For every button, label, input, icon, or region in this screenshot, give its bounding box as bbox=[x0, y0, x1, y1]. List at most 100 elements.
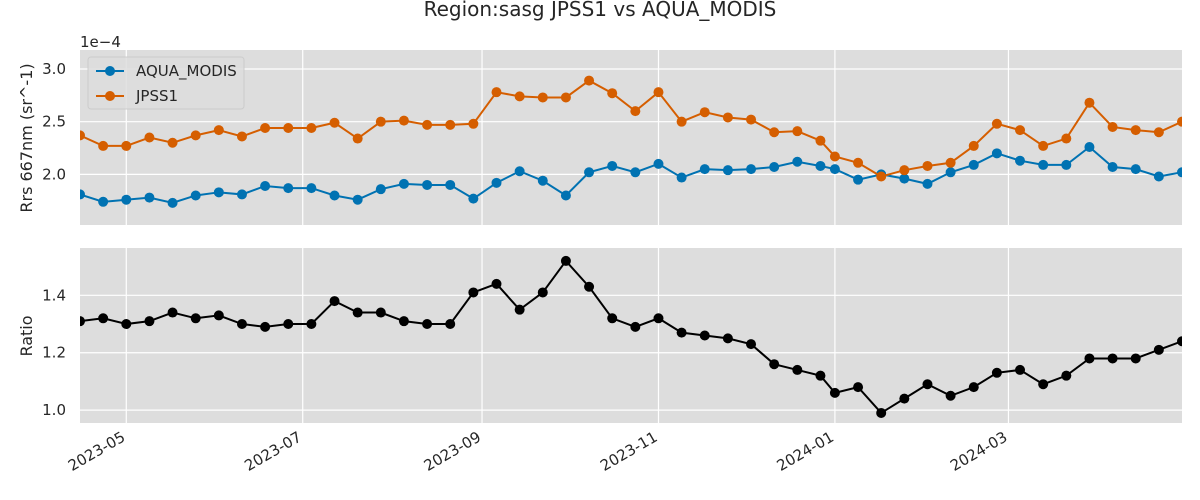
bottom-y-tick-label: 1.4 bbox=[42, 286, 66, 304]
data-point bbox=[722, 165, 733, 176]
data-point bbox=[1107, 353, 1118, 364]
data-point bbox=[121, 140, 132, 151]
data-point bbox=[1038, 159, 1049, 170]
data-point bbox=[283, 183, 294, 194]
data-point bbox=[792, 364, 803, 375]
data-point bbox=[560, 92, 571, 103]
top-y-tick-label: 3.0 bbox=[42, 60, 66, 78]
data-point bbox=[514, 91, 525, 102]
data-point bbox=[584, 281, 595, 292]
data-point bbox=[945, 167, 956, 178]
data-point bbox=[283, 319, 294, 330]
data-point bbox=[190, 190, 201, 201]
data-point bbox=[144, 132, 155, 143]
data-point bbox=[829, 387, 840, 398]
data-point bbox=[352, 307, 363, 318]
bottom-grid bbox=[80, 248, 1182, 423]
data-point bbox=[560, 190, 571, 201]
legend: AQUA_MODIS JPSS1 bbox=[87, 56, 245, 110]
x-tick-label: 2024-01 bbox=[774, 428, 837, 475]
data-point bbox=[260, 123, 271, 134]
x-ticks: 2023-05 2023-07 2023-09 2023-11 2024-01 2024-… bbox=[65, 428, 1010, 475]
data-point bbox=[876, 407, 887, 418]
data-point bbox=[1038, 140, 1049, 151]
top-panel: 2.0 2.5 3.0 1e−4 Rrs 667nm (sr^-1) AQUA_MO… bbox=[17, 33, 1182, 225]
data-point bbox=[236, 131, 247, 142]
data-point bbox=[815, 370, 826, 381]
data-point bbox=[537, 92, 548, 103]
data-point bbox=[584, 75, 595, 86]
data-point bbox=[853, 174, 864, 185]
data-point bbox=[991, 118, 1002, 129]
data-point bbox=[329, 117, 340, 128]
bottom-y-tick-label: 1.0 bbox=[42, 401, 66, 419]
data-point bbox=[607, 313, 618, 324]
data-point bbox=[514, 166, 525, 177]
data-point bbox=[283, 123, 294, 134]
data-point bbox=[815, 135, 826, 146]
data-point bbox=[899, 173, 910, 184]
legend-marker bbox=[105, 91, 115, 101]
bottom-panel: 1.0 1.2 1.4 Ratio bbox=[17, 248, 1182, 423]
data-point bbox=[445, 179, 456, 190]
data-point bbox=[1153, 344, 1164, 355]
data-point bbox=[1107, 162, 1118, 173]
data-point bbox=[853, 157, 864, 168]
data-point bbox=[514, 304, 525, 315]
data-point bbox=[945, 157, 956, 168]
bottom-y-tick-label: 1.2 bbox=[42, 344, 66, 362]
data-point bbox=[213, 187, 224, 198]
data-point bbox=[422, 319, 433, 330]
data-point bbox=[98, 313, 109, 324]
x-tick-label: 2023-09 bbox=[421, 428, 484, 475]
data-point bbox=[1177, 167, 1182, 178]
top-y-tick-label: 2.5 bbox=[42, 113, 66, 131]
data-point bbox=[375, 116, 386, 127]
data-point bbox=[80, 130, 85, 141]
data-point bbox=[1130, 125, 1141, 136]
data-point bbox=[98, 196, 109, 207]
data-point bbox=[899, 393, 910, 404]
data-point bbox=[80, 189, 85, 200]
data-point bbox=[1084, 353, 1095, 364]
top-y-axis-label: Rrs 667nm (sr^-1) bbox=[17, 63, 36, 212]
data-point bbox=[1061, 133, 1072, 144]
data-point bbox=[1177, 116, 1182, 127]
chart-title: Region:sasg JPSS1 vs AQUA_MODIS bbox=[424, 0, 777, 21]
data-point bbox=[829, 164, 840, 175]
data-point bbox=[491, 177, 502, 188]
data-point bbox=[144, 192, 155, 203]
data-point bbox=[746, 339, 757, 350]
x-tick-label: 2023-05 bbox=[65, 428, 128, 475]
data-point bbox=[899, 165, 910, 176]
top-y-offset-label: 1e−4 bbox=[80, 33, 121, 51]
data-point bbox=[98, 140, 109, 151]
data-point bbox=[792, 126, 803, 137]
legend-label: AQUA_MODIS bbox=[136, 62, 237, 81]
x-tick-label: 2024-03 bbox=[947, 428, 1010, 475]
data-point bbox=[537, 175, 548, 186]
legend-marker bbox=[105, 66, 115, 76]
data-point bbox=[945, 390, 956, 401]
data-point bbox=[445, 319, 456, 330]
legend-item: JPSS1 bbox=[96, 87, 178, 105]
data-point bbox=[329, 296, 340, 307]
data-point bbox=[537, 287, 548, 298]
bottom-plot-background bbox=[80, 248, 1182, 423]
data-point bbox=[722, 333, 733, 344]
data-point bbox=[769, 359, 780, 370]
data-point bbox=[468, 287, 479, 298]
data-point bbox=[584, 167, 595, 178]
data-point bbox=[375, 184, 386, 195]
data-point bbox=[167, 197, 178, 208]
top-series bbox=[80, 75, 1182, 208]
data-point bbox=[1153, 171, 1164, 182]
legend-box bbox=[87, 56, 245, 110]
data-point bbox=[190, 313, 201, 324]
top-series-aqua-modis bbox=[80, 141, 1182, 208]
data-point bbox=[398, 316, 409, 327]
data-point bbox=[792, 156, 803, 167]
data-point bbox=[1084, 141, 1095, 152]
data-point bbox=[213, 310, 224, 321]
